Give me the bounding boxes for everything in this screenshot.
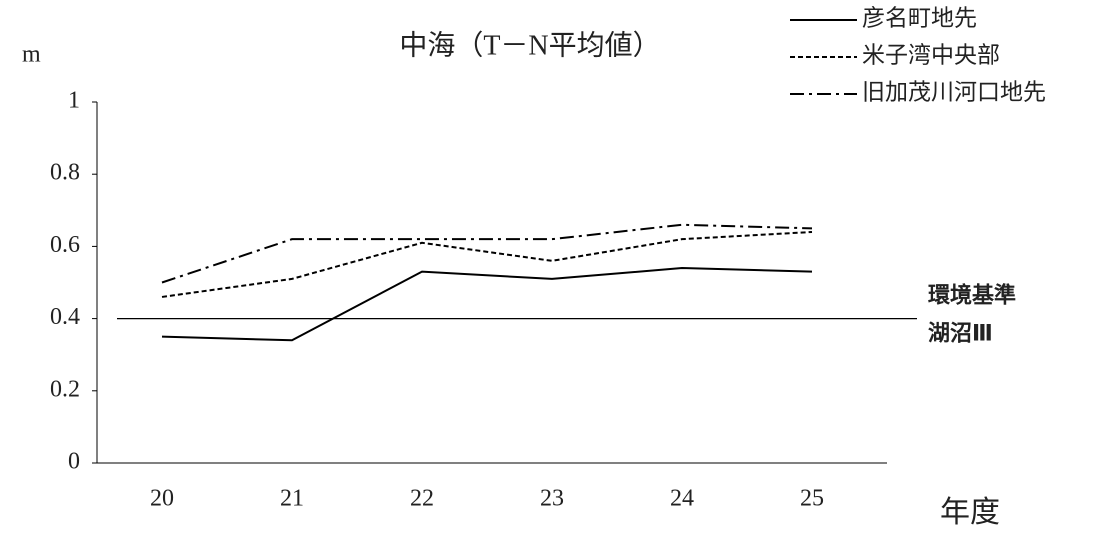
series-line	[161, 267, 813, 342]
y-tick-label: 0.4	[50, 304, 80, 330]
x-tick-label: 20	[150, 486, 174, 512]
y-tick-label: 1	[68, 88, 80, 114]
x-tick-label: 25	[800, 486, 824, 512]
x-tick-label: 24	[670, 486, 694, 512]
chart-title: 中海（T－N平均値）	[399, 29, 660, 61]
reference-label: 環境基準	[928, 283, 1016, 309]
y-tick-label: 0.2	[50, 376, 80, 402]
x-axis-label: 年度	[940, 496, 1000, 529]
series-line	[161, 223, 813, 284]
y-tick-label: 0	[68, 449, 80, 475]
legend-label: 旧加茂川河口地先	[862, 79, 1046, 104]
y-tick-label: 0.6	[50, 232, 80, 258]
series-line	[161, 230, 813, 298]
reference-label: 湖沼Ⅲ	[928, 322, 993, 347]
y-axis-label: m	[22, 42, 41, 68]
x-tick-label: 22	[410, 486, 434, 512]
legend-label: 彦名町地先	[862, 5, 977, 30]
x-tick-label: 23	[540, 486, 564, 512]
legend-label: 米子湾中央部	[862, 42, 1000, 67]
y-tick-label: 0.8	[50, 160, 80, 186]
x-tick-label: 21	[280, 486, 304, 512]
